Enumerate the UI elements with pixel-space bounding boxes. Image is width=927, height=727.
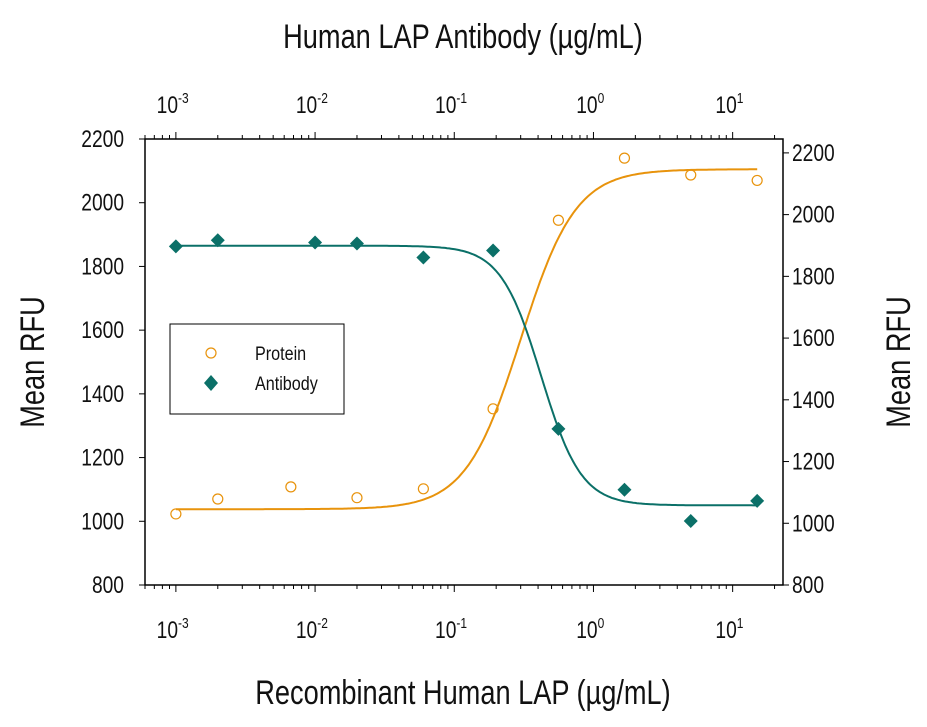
- data-point-antibody: [416, 250, 431, 265]
- y-tick-label: 2200: [81, 125, 124, 153]
- y-tick-label: 1200: [81, 443, 124, 471]
- x-axis-label: Recombinant Human LAP (µg/mL): [255, 673, 670, 712]
- data-point-antibody: [168, 239, 183, 254]
- chart-title: Human LAP Antibody (µg/mL): [283, 17, 643, 56]
- y-tick-label: 1000: [81, 507, 124, 535]
- x-tick-label-top: 10-2: [296, 90, 328, 119]
- x-tick-label-bottom: 100: [576, 615, 604, 644]
- data-point-protein: [351, 492, 363, 504]
- y-tick-label: 1800: [81, 252, 124, 280]
- data-point-protein: [487, 403, 499, 415]
- y2-tick-label: 2000: [792, 201, 835, 229]
- y2-axis-label: Mean RFU: [879, 296, 918, 427]
- y2-tick-label: 1600: [792, 324, 835, 352]
- plot-frame: [144, 138, 784, 586]
- x-tick-label-bottom: 101: [715, 615, 743, 644]
- data-point-protein: [285, 481, 297, 493]
- data-point-antibody: [750, 493, 765, 508]
- data-point-antibody: [308, 235, 323, 250]
- x-tick-label-bottom: 10-1: [435, 615, 467, 644]
- y2-tick-label: 1000: [792, 509, 835, 537]
- y-tick-label: 800: [92, 571, 124, 599]
- x-tick-label-bottom: 10-3: [157, 615, 189, 644]
- data-point-protein: [170, 508, 182, 520]
- legend-protein-label: Protein: [255, 343, 306, 365]
- y2-tick-label: 1200: [792, 447, 835, 475]
- data-point-protein: [685, 169, 697, 181]
- y2-tick-label: 1800: [792, 262, 835, 290]
- data-point-antibody: [349, 236, 364, 251]
- data-point-protein: [212, 493, 224, 505]
- legend-protein-marker: [205, 347, 217, 359]
- y-tick-label: 1600: [81, 316, 124, 344]
- data-point-protein: [552, 214, 565, 226]
- x-tick-label-bottom: 10-2: [296, 615, 328, 644]
- y-tick-label: 1400: [81, 380, 124, 408]
- data-point-antibody: [486, 243, 501, 258]
- axes: 10-3 10-3 10-2 10-2 10-1 10-1 100 100 101 101 800 1…: [81, 90, 834, 644]
- data-point-antibody: [551, 421, 566, 436]
- data-point-protein: [618, 152, 631, 164]
- data-points: [168, 152, 765, 528]
- x-tick-label-top: 100: [576, 90, 604, 119]
- y-axis-label: Mean RFU: [13, 296, 52, 427]
- x-tick-label-top: 10-1: [435, 90, 467, 119]
- fit-curve-protein: [175, 168, 758, 511]
- legend-box: [169, 323, 345, 415]
- data-point-antibody: [683, 513, 698, 528]
- fit-curve-antibody: [175, 244, 758, 507]
- y-tick-label: 2000: [81, 189, 124, 217]
- data-point-antibody: [617, 482, 632, 497]
- data-point-protein: [417, 483, 429, 495]
- data-point-antibody: [210, 233, 225, 248]
- legend-antibody-marker: [204, 375, 218, 391]
- data-point-protein: [751, 174, 763, 187]
- x-tick-label-top: 101: [715, 90, 743, 119]
- y2-tick-label: 800: [792, 571, 824, 599]
- y2-tick-label: 2200: [792, 139, 835, 167]
- legend-antibody-label: Antibody: [255, 373, 318, 395]
- fit-curves: [175, 168, 758, 511]
- legend: Protein Antibody: [169, 323, 345, 415]
- y2-tick-label: 1400: [792, 386, 835, 414]
- x-tick-label-top: 10-3: [157, 90, 189, 119]
